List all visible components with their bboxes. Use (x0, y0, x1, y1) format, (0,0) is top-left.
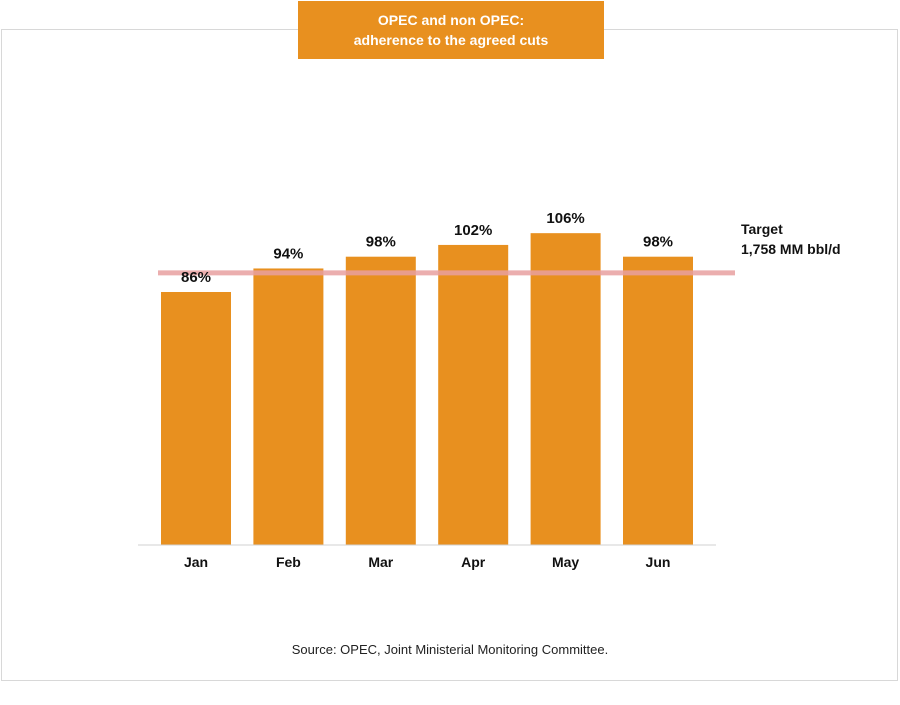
data-label-may: 106% (546, 210, 584, 227)
x-tick-jan: Jan (184, 554, 208, 570)
source-note: Source: OPEC, Joint Ministerial Monitori… (291, 642, 609, 657)
bar-jun (623, 256, 693, 545)
bar-jan (161, 292, 231, 545)
data-label-jun: 98% (643, 234, 673, 251)
data-label-apr: 102% (454, 222, 492, 239)
x-tick-jun: Jun (646, 554, 671, 570)
target-label: Target (741, 221, 783, 237)
bar-feb (253, 268, 324, 545)
data-label-feb: 94% (273, 245, 303, 262)
x-tick-apr: Apr (461, 554, 486, 570)
bar-may (530, 233, 601, 546)
chart-title-line-1: OPEC and non OPEC: (377, 12, 525, 28)
target-value-label: 1,758 MM bbl/d (741, 241, 841, 257)
x-tick-feb: Feb (276, 554, 301, 570)
chart-title-line-2: adherence to the agreed cuts (353, 32, 549, 48)
bar-apr (438, 244, 509, 545)
bar-mar (345, 256, 416, 545)
data-label-jan: 86% (181, 269, 211, 286)
x-tick-may: May (552, 554, 579, 570)
chart-title: OPEC and non OPEC: adherence to the agre… (298, 1, 604, 59)
data-label-mar: 98% (366, 234, 396, 251)
x-tick-mar: Mar (368, 554, 393, 570)
